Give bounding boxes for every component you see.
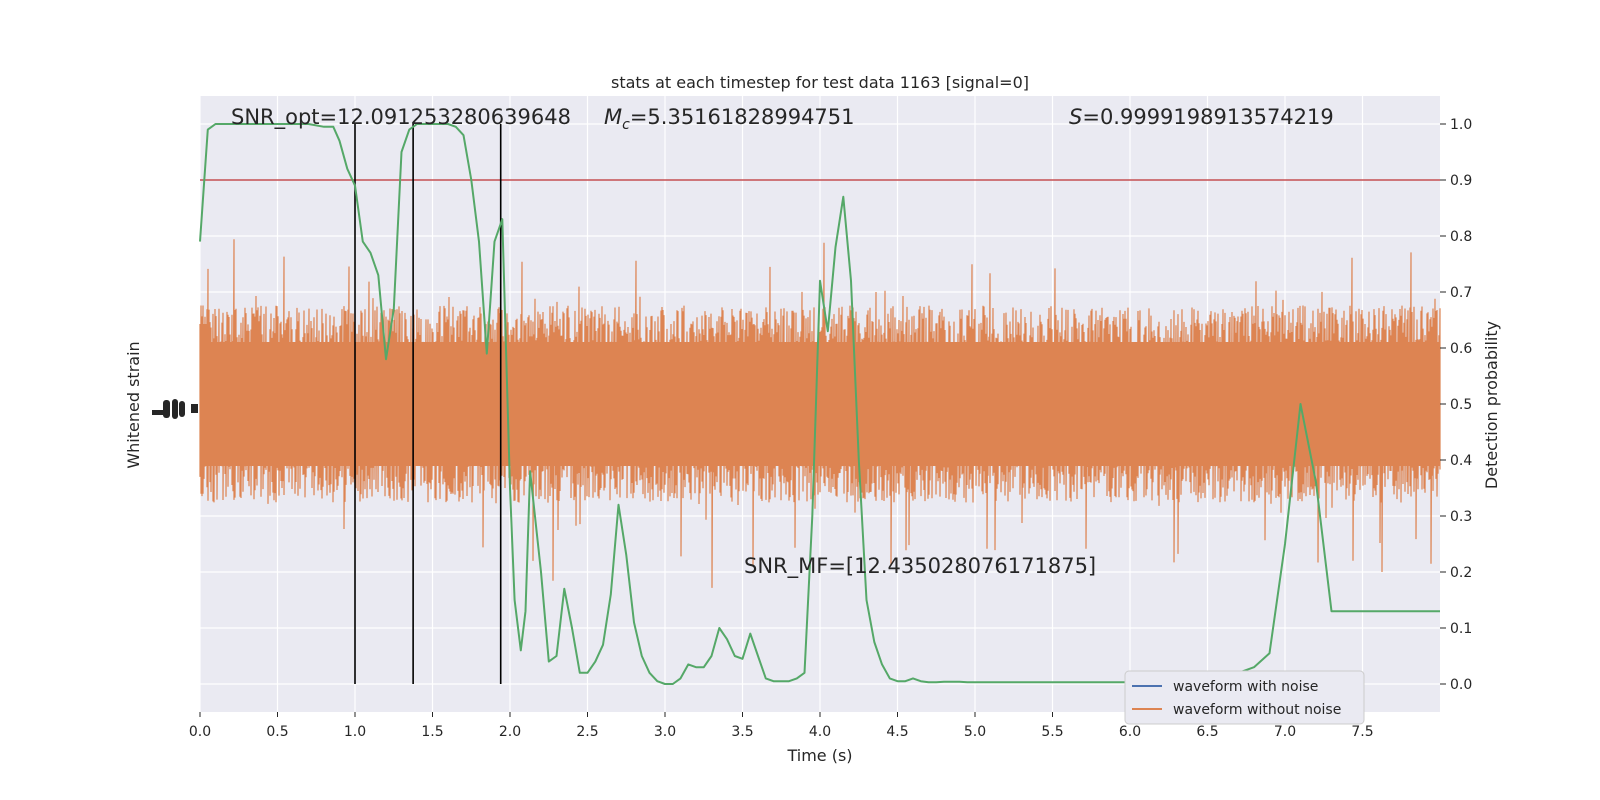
x-tick-label: 5.0 <box>964 724 986 740</box>
y-tick-label: 0.2 <box>1450 565 1472 581</box>
x-tick-label: 0.5 <box>266 724 288 740</box>
y-axis-right-label: Detection probability <box>1482 321 1501 489</box>
x-tick-label: 5.5 <box>1041 724 1063 740</box>
legend-label-noise: waveform with noise <box>1173 679 1318 695</box>
x-axis-ticks: 0.0 0.5 1.0 1.5 2.0 2.5 3.0 3.5 4.0 4.5 5.0 5.5 6.0 6… <box>189 712 1374 740</box>
x-tick-label: 2.5 <box>576 724 598 740</box>
y-tick-label: 0.5 <box>1450 397 1472 413</box>
y-tick-label: 0.4 <box>1450 453 1472 469</box>
y-tick-label: 1.0 <box>1450 117 1472 133</box>
strain-waveform <box>199 239 1441 588</box>
x-tick-label: 6.0 <box>1119 724 1141 740</box>
x-tick-label: 4.5 <box>886 724 908 740</box>
x-tick-label: 1.5 <box>421 724 443 740</box>
y-tick-label: 0.6 <box>1450 341 1472 357</box>
waveform-core <box>200 342 1440 466</box>
x-tick-label: 0.0 <box>189 724 211 740</box>
x-tick-label: 4.0 <box>809 724 831 740</box>
x-tick-label: 7.5 <box>1351 724 1373 740</box>
y-tick-label: 0.0 <box>1450 677 1472 693</box>
y-tick-label: 0.8 <box>1450 229 1472 245</box>
y-tick-label: 0.3 <box>1450 509 1472 525</box>
legend: waveform with noise waveform without noi… <box>1124 670 1365 725</box>
y-tick-label: 0.1 <box>1450 621 1472 637</box>
score-annotation: S=0.9999198913574219 <box>1069 105 1334 129</box>
x-tick-label: 3.5 <box>731 724 753 740</box>
y-axis-right-ticks: 0.0 0.1 0.2 0.3 0.4 0.5 0.6 0.7 0.8 0.9 1.0 <box>1440 117 1472 693</box>
legend-box <box>1124 670 1365 725</box>
snr-mf-annotation: SNR_MF=[12.435028076171875] <box>744 554 1096 579</box>
y-axis-left-label: Whitened strain <box>124 341 143 468</box>
x-tick-label: 2.0 <box>499 724 521 740</box>
y-tick-label: 0.9 <box>1450 173 1472 189</box>
y-tick-label: 0.7 <box>1450 285 1472 301</box>
x-axis-label: Time (s) <box>786 746 852 765</box>
chirp-mass-annotation: Mc=5.35161828994751 <box>604 105 855 133</box>
x-tick-label: 1.0 <box>344 724 366 740</box>
legend-label-clean: waveform without noise <box>1173 702 1341 718</box>
x-tick-label: 6.5 <box>1196 724 1218 740</box>
x-tick-label: 3.0 <box>654 724 676 740</box>
chart-title: stats at each timestep for test data 116… <box>611 73 1029 92</box>
left-tick-clutter <box>152 399 198 419</box>
snr-opt-annotation: SNR_opt=12.091253280639648 <box>231 105 571 130</box>
x-tick-label: 7.0 <box>1274 724 1296 740</box>
